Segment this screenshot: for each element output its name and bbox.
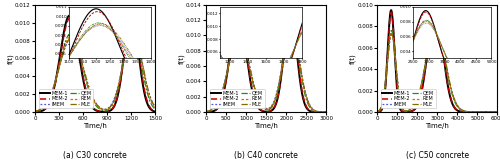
X-axis label: Time/h: Time/h [254, 123, 278, 128]
Text: (a) C30 concrete: (a) C30 concrete [64, 151, 127, 160]
Legend: MEM-1, MEM-2, IMEM, QEM, REM, MLE: MEM-1, MEM-2, IMEM, QEM, REM, MLE [380, 89, 436, 108]
Text: (c) C50 concrete: (c) C50 concrete [406, 151, 469, 160]
Legend: MEM-1, MEM-2, IMEM, QEM, REM, MLE: MEM-1, MEM-2, IMEM, QEM, REM, MLE [210, 89, 264, 108]
Legend: MEM-1, MEM-2, IMEM, QEM, REM, MLE: MEM-1, MEM-2, IMEM, QEM, REM, MLE [38, 89, 94, 108]
X-axis label: Time/h: Time/h [84, 123, 107, 128]
Y-axis label: f(t): f(t) [350, 53, 356, 64]
Y-axis label: f(t): f(t) [7, 53, 14, 64]
Text: (b) C40 concrete: (b) C40 concrete [234, 151, 298, 160]
X-axis label: Time/h: Time/h [426, 123, 449, 128]
Y-axis label: f(t): f(t) [178, 53, 184, 64]
